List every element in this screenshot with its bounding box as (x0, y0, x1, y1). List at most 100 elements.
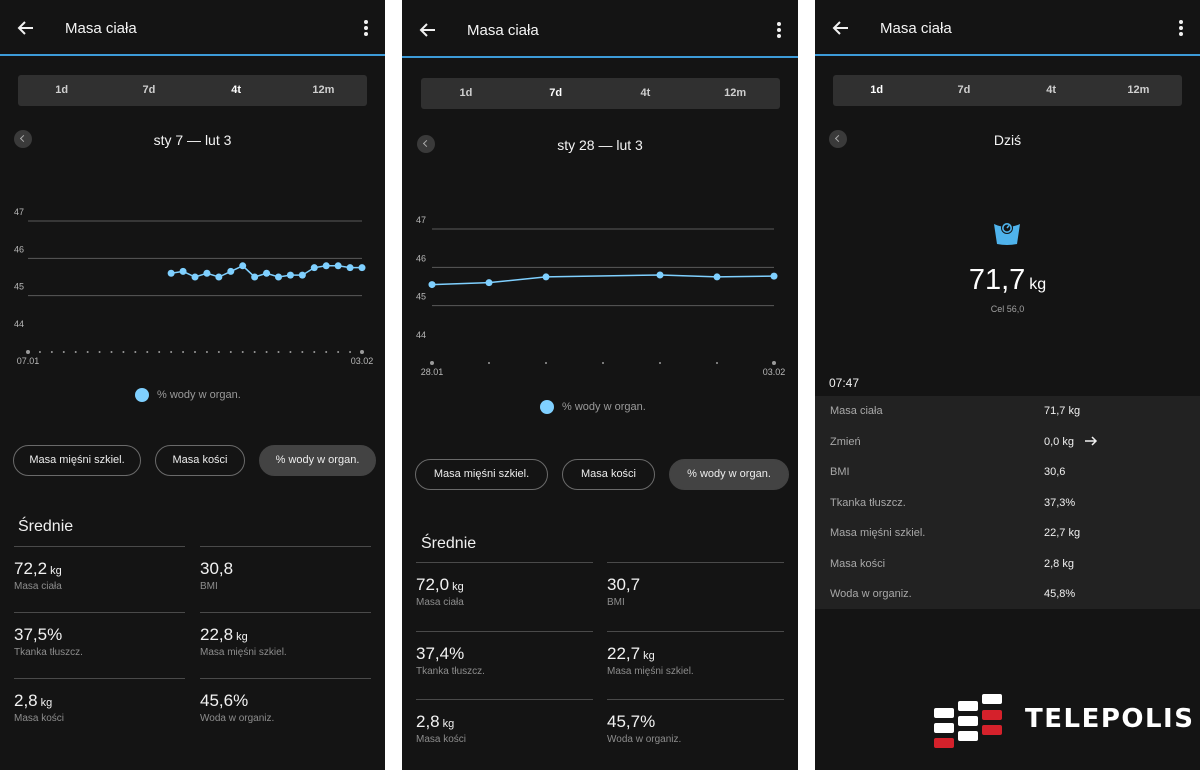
x-tick-mark (313, 351, 316, 353)
more-options-icon[interactable] (776, 22, 782, 40)
water-chart: 44 45 46 47 07.01 03.02 (14, 207, 374, 366)
screen-7-days: Masa ciała 1d 7d 4t 12m sty 28 — lut 3 4… (402, 0, 798, 770)
data-point (656, 271, 664, 279)
tab-12m[interactable]: 12m (724, 87, 747, 99)
x-tick-mark (325, 351, 328, 353)
legend-label: % wody w organ. (562, 401, 646, 413)
x-tick-mark (716, 362, 718, 364)
x-tick-mark (98, 351, 101, 353)
tab-7d[interactable]: 7d (549, 87, 563, 99)
data-point (542, 273, 550, 281)
y-tick-label: 46 (14, 244, 24, 254)
x-tick-label: 03.02 (351, 356, 374, 366)
x-tick-mark (122, 351, 125, 353)
legend-dot (135, 388, 149, 402)
more-options-icon[interactable] (363, 20, 369, 38)
y-tick-label: 45 (416, 292, 426, 302)
pill-muscle-mass[interactable]: Masa mięśni szkiel. (13, 445, 141, 476)
telepolis-watermark: TELEPOLIS (1025, 704, 1195, 734)
detail-row: Masa ciała 71,7 kg (830, 405, 1081, 417)
tab-1d[interactable]: 1d (870, 84, 884, 96)
x-tick-mark (337, 351, 340, 353)
y-tick-label: 45 (14, 282, 24, 292)
scale-icon (993, 220, 1021, 246)
detail-row: Masa kości 2,8 kg (830, 557, 1074, 570)
x-tick-mark (50, 351, 53, 353)
pill-bone-mass[interactable]: Masa kości (562, 459, 655, 490)
tab-1d[interactable]: 1d (459, 87, 473, 99)
data-point (179, 267, 187, 275)
back-arrow-icon[interactable] (831, 18, 851, 38)
data-point (167, 269, 175, 277)
date-range: sty 28 — lut 3 (557, 137, 643, 153)
stat-fat: 37,4% Tkanka tłuszcz. (416, 631, 593, 677)
stat-bone: 2,8 kg Masa kości (416, 699, 593, 745)
back-arrow-icon[interactable] (418, 20, 438, 40)
tab-7d[interactable]: 7d (142, 84, 156, 96)
data-point (239, 262, 247, 270)
arrow-right-icon[interactable] (1084, 434, 1098, 448)
y-tick-label: 47 (14, 207, 24, 217)
data-point (251, 273, 259, 281)
x-tick-mark (602, 362, 604, 364)
x-tick-mark (430, 361, 434, 365)
x-tick-mark (26, 350, 30, 354)
legend-dot (540, 400, 554, 414)
period-tabs: 1d 7d 4t 12m (18, 75, 367, 106)
pill-bone-mass[interactable]: Masa kości (155, 445, 245, 476)
legend-label: % wody w organ. (157, 389, 241, 401)
detail-row[interactable]: Zmień 0,0 kg (815, 427, 1200, 458)
x-tick-mark (74, 351, 77, 353)
series-line (431, 274, 775, 286)
tab-4t[interactable]: 4t (231, 84, 242, 96)
measurement-time: 07:47 (829, 376, 860, 390)
pill-water[interactable]: % wody w organ. (669, 459, 789, 490)
app-bar: Masa ciała (0, 0, 385, 56)
x-tick-label: 07.01 (17, 356, 40, 366)
more-options-icon[interactable] (1178, 20, 1184, 38)
x-tick-mark (217, 351, 220, 353)
stat-bone: 2,8 kg Masa kości (14, 678, 185, 724)
pill-muscle-mass[interactable]: Masa mięśni szkiel. (415, 459, 548, 490)
y-tick-label: 44 (416, 330, 426, 340)
x-tick-mark (86, 351, 89, 353)
data-point (298, 271, 306, 279)
data-point (263, 269, 271, 277)
x-tick-mark (265, 351, 268, 353)
date-range: sty 7 — lut 3 (153, 132, 232, 148)
previous-period-icon[interactable] (829, 130, 847, 148)
telepolis-logo-icon (934, 694, 1002, 748)
stat-water: 45,7% Woda w organiz. (607, 699, 784, 745)
page-title: Masa ciała (880, 20, 952, 37)
x-tick-label: 28.01 (421, 367, 444, 377)
x-tick-mark (360, 350, 364, 354)
previous-period-icon[interactable] (417, 135, 435, 153)
stat-muscle: 22,8 kg Masa mięśni szkiel. (200, 612, 371, 658)
data-point (227, 267, 235, 275)
x-tick-mark (301, 351, 304, 353)
x-tick-label: 03.02 (763, 367, 786, 377)
stat-bmi: 30,8 BMI (200, 546, 371, 592)
tab-12m[interactable]: 12m (1127, 84, 1150, 96)
app-bar: Masa ciała (402, 0, 798, 58)
pill-water[interactable]: % wody w organ. (259, 445, 376, 476)
water-chart: 44 45 46 47 28.01 03.02 (416, 215, 786, 377)
data-point (334, 262, 342, 270)
data-point (485, 279, 493, 287)
tab-1d[interactable]: 1d (55, 84, 69, 96)
x-tick-mark (659, 362, 661, 364)
detail-row: Masa mięśni szkiel. 22,7 kg (830, 527, 1081, 539)
data-point (428, 281, 436, 289)
tab-7d[interactable]: 7d (957, 84, 971, 96)
tab-4t[interactable]: 4t (640, 87, 651, 99)
x-tick-mark (146, 351, 149, 353)
data-point (203, 269, 211, 277)
x-tick-mark (289, 351, 292, 353)
page-title: Masa ciała (467, 22, 539, 39)
data-point (215, 273, 223, 281)
tab-4t[interactable]: 4t (1046, 84, 1057, 96)
tab-12m[interactable]: 12m (312, 84, 335, 96)
data-point (322, 262, 330, 270)
previous-period-icon[interactable] (14, 130, 32, 148)
back-arrow-icon[interactable] (16, 18, 36, 38)
